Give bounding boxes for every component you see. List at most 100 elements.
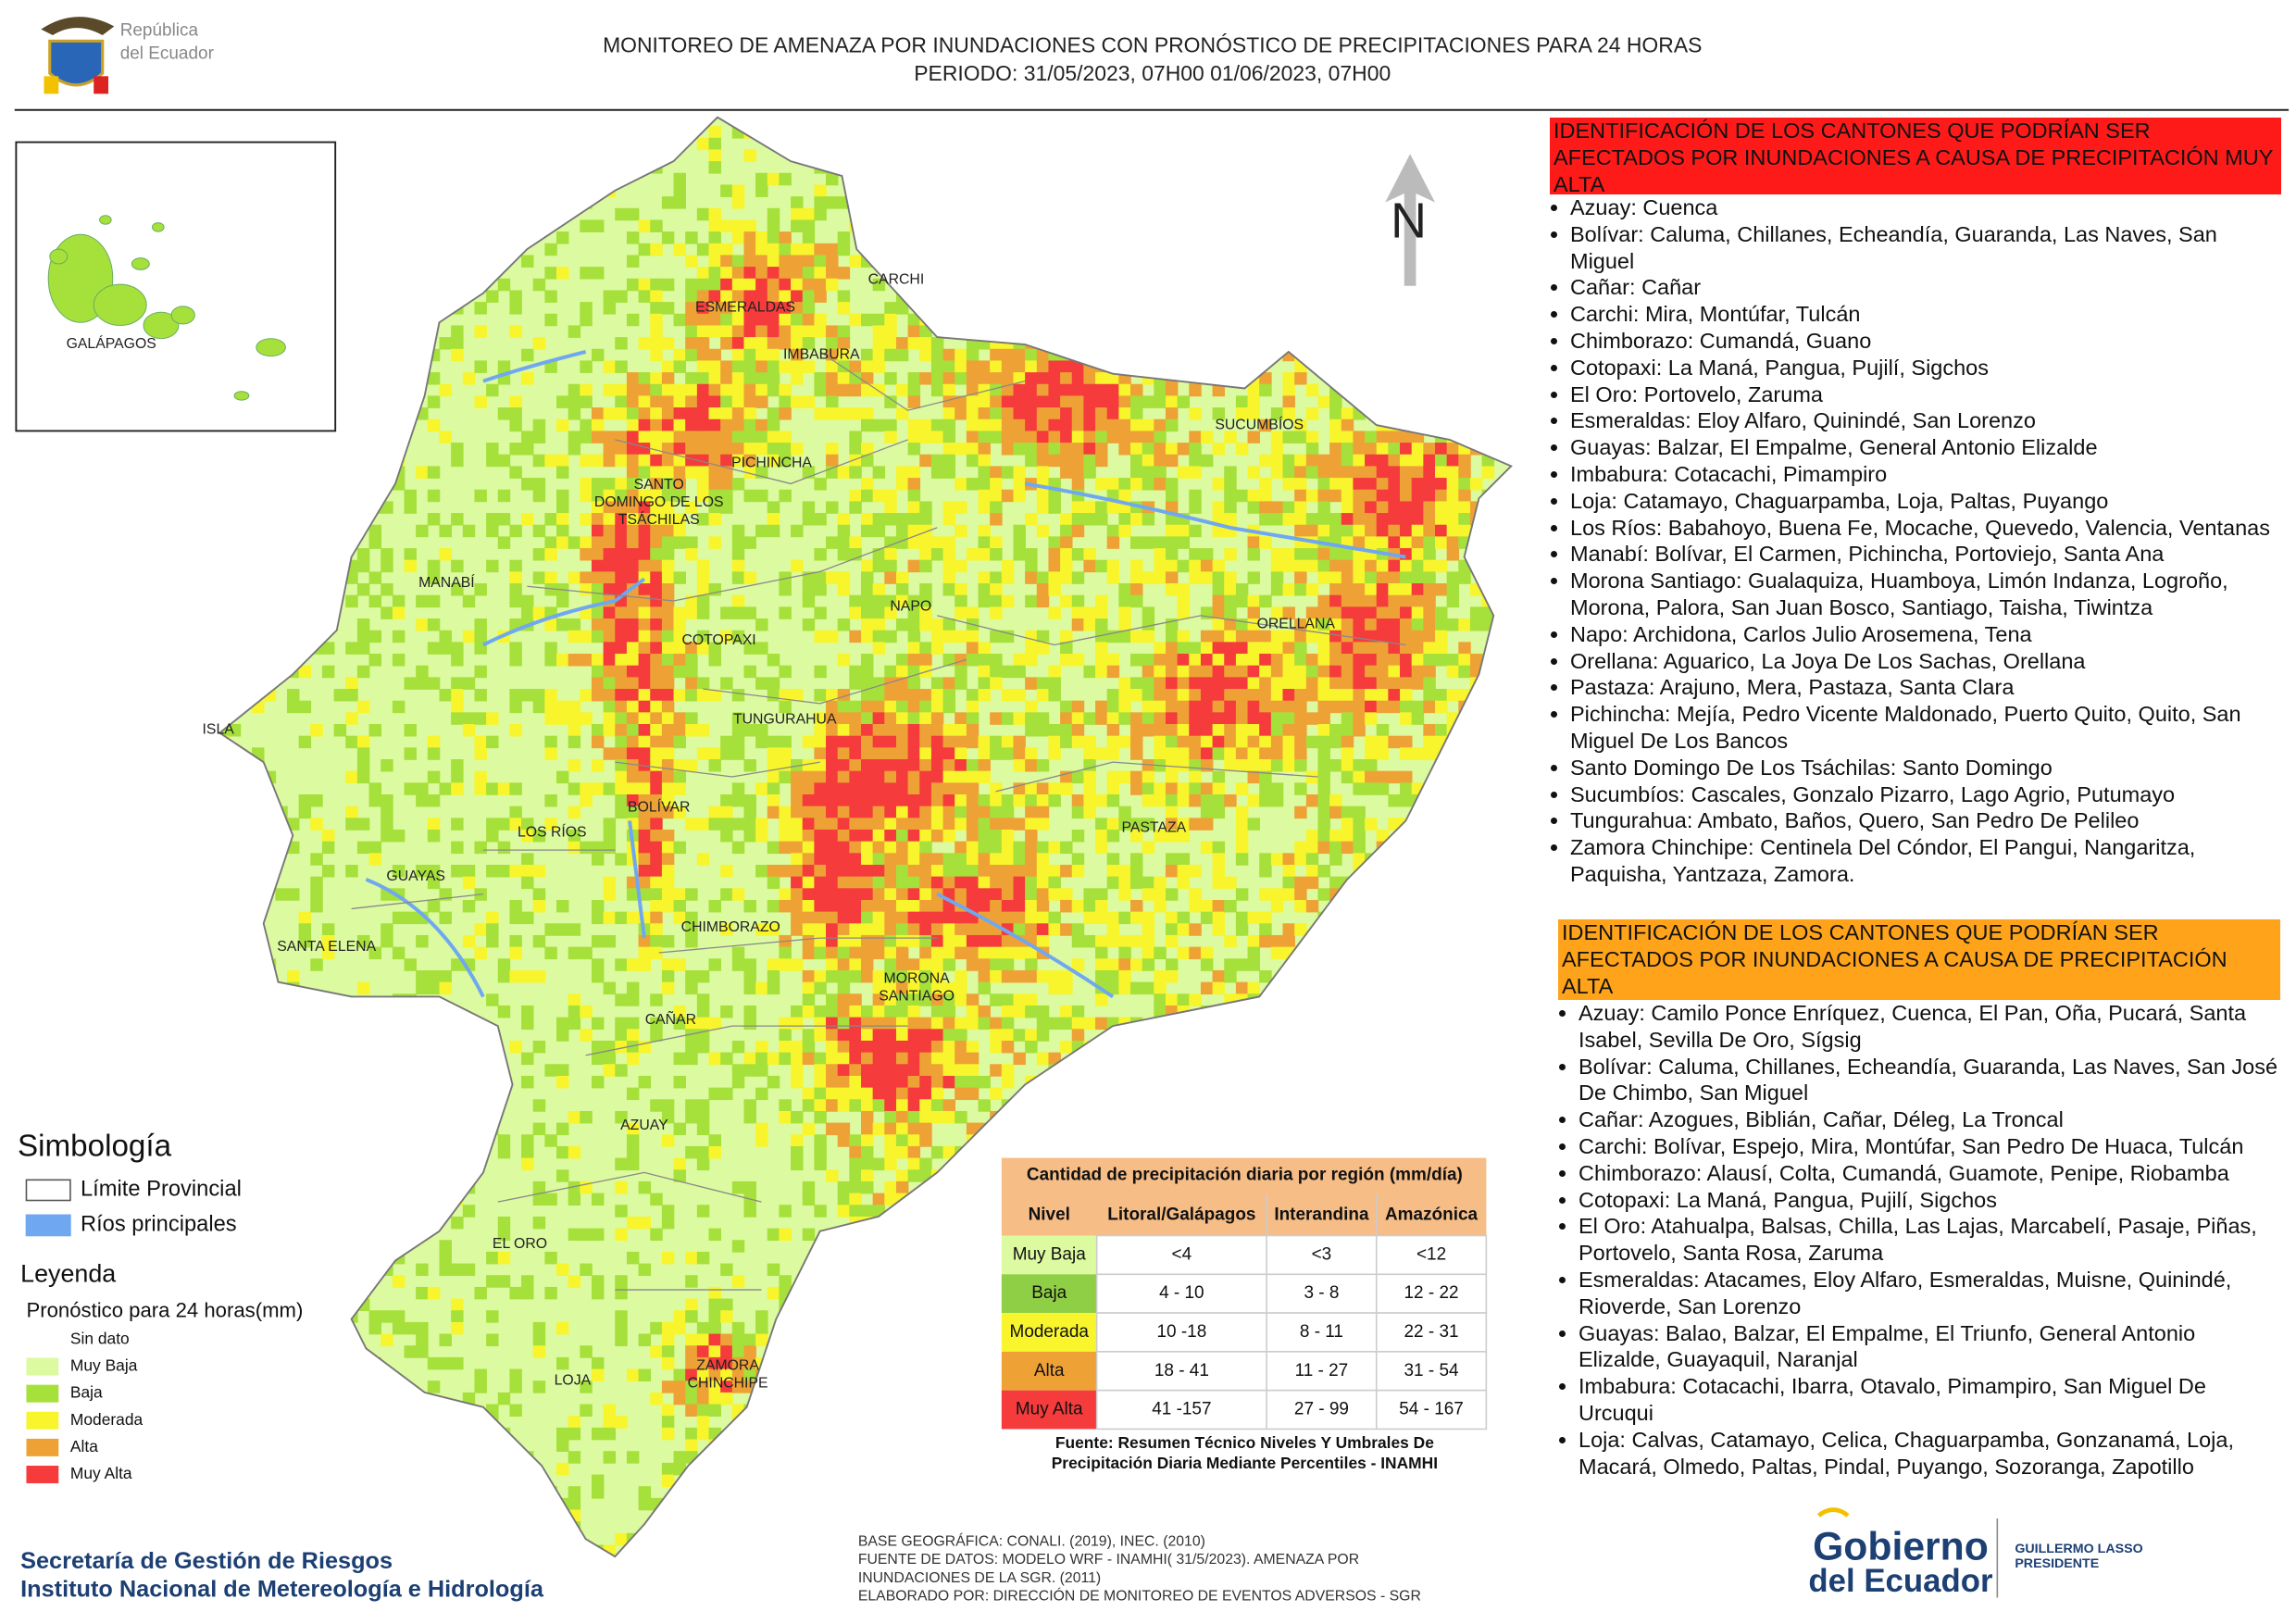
hazard-cell <box>942 501 956 514</box>
hazard-cell <box>1130 243 1143 256</box>
hazard-cell <box>1001 360 1015 373</box>
hazard-cell <box>720 466 733 479</box>
hazard-cell <box>1095 934 1108 948</box>
hazard-cell <box>615 1029 628 1042</box>
hazard-cell <box>298 1087 312 1101</box>
hazard-cell <box>1212 231 1226 244</box>
hazard-cell <box>205 1088 217 1100</box>
hazard-cell <box>895 747 909 760</box>
hazard-cell <box>708 747 721 760</box>
hazard-cell <box>696 559 710 573</box>
hazard-cell <box>1025 172 1038 186</box>
hazard-cell <box>708 689 721 702</box>
hazard-cell <box>731 418 745 432</box>
hazard-cell <box>580 313 593 327</box>
hazard-cell <box>1247 571 1260 584</box>
hazard-cell <box>310 993 323 1006</box>
hazard-cell <box>1270 630 1284 643</box>
hazard-cell <box>521 1486 534 1499</box>
hazard-cell <box>1130 654 1143 667</box>
hazard-cell <box>416 1532 429 1546</box>
hazard-cell <box>497 1145 511 1159</box>
hazard-cell <box>240 864 253 878</box>
hazard-cell <box>1083 313 1096 327</box>
hazard-cell <box>814 1157 827 1171</box>
hazard-cell <box>1106 735 1120 749</box>
hazard-cell <box>1235 981 1249 995</box>
hazard-cell <box>627 1556 639 1568</box>
hazard-cell <box>1001 196 1015 209</box>
hazard-cell <box>219 431 230 443</box>
hazard-cell <box>219 864 230 878</box>
hazard-cell <box>615 911 628 925</box>
hazard-cell <box>919 1017 932 1031</box>
hazard-cell <box>685 536 698 549</box>
hazard-cell <box>767 1427 780 1441</box>
hazard-cell <box>955 231 967 244</box>
hazard-cell <box>263 513 277 526</box>
hazard-cell <box>650 700 663 714</box>
hazard-cell <box>263 1005 277 1018</box>
hazard-cell <box>310 1017 323 1031</box>
hazard-cell <box>1095 899 1108 913</box>
hazard-cell <box>955 770 967 784</box>
hazard-cell <box>661 1251 675 1265</box>
hazard-cell <box>861 1052 874 1066</box>
hazard-cell <box>356 196 370 209</box>
hazard-cell <box>978 735 991 749</box>
hazard-cell <box>872 1275 886 1288</box>
hazard-cell <box>895 782 909 795</box>
hazard-cell <box>1189 431 1202 443</box>
hazard-cell <box>1001 1145 1015 1159</box>
hazard-cell <box>532 1216 546 1230</box>
hazard-cell <box>1189 864 1202 878</box>
hazard-cell <box>919 1263 932 1277</box>
hazard-cell <box>568 1017 581 1031</box>
hazard-cell <box>1013 818 1026 831</box>
hazard-cell <box>580 583 593 596</box>
hazard-cell <box>884 946 897 960</box>
hazard-cell <box>731 841 745 855</box>
hazard-cell <box>767 302 780 315</box>
hazard-cell <box>673 513 686 526</box>
hazard-cell <box>240 1099 253 1112</box>
hazard-cell <box>861 418 874 432</box>
hazard-cell <box>1177 443 1191 456</box>
hazard-cell <box>708 1521 721 1534</box>
hazard-cell <box>1165 665 1179 679</box>
hazard-cell <box>966 1064 980 1077</box>
hazard-cell <box>955 1509 967 1522</box>
hazard-cell <box>849 1181 862 1194</box>
hazard-cell <box>615 360 628 373</box>
hazard-cell <box>942 1298 956 1312</box>
hazard-cell <box>861 313 874 327</box>
hazard-cell <box>861 759 874 772</box>
hazard-cell <box>731 383 745 397</box>
hazard-cell <box>1130 466 1143 479</box>
hazard-cell <box>884 853 897 866</box>
hazard-cell <box>451 712 464 725</box>
hazard-cell <box>930 219 944 232</box>
hazard-cell <box>205 126 217 138</box>
hazard-cell <box>872 700 886 714</box>
hazard-cell <box>930 1075 944 1089</box>
hazard-cell <box>205 1380 217 1393</box>
hazard-cell <box>990 478 1003 491</box>
hazard-cell <box>310 1040 323 1054</box>
hazard-cell <box>416 794 429 807</box>
hazard-cell <box>650 665 663 679</box>
hazard-cell <box>1025 149 1038 162</box>
hazard-cell <box>1259 759 1272 772</box>
hazard-cell <box>907 1052 921 1066</box>
hazard-cell <box>1083 372 1096 385</box>
hazard-cell <box>966 478 980 491</box>
hazard-cell <box>1060 630 1073 643</box>
hazard-cell <box>368 1193 382 1206</box>
hazard-cell <box>849 489 862 503</box>
hazard-cell <box>837 548 851 561</box>
hazard-cell <box>638 829 652 843</box>
hazard-cell <box>1036 724 1050 737</box>
hazard-cell <box>1247 1029 1260 1042</box>
hazard-cell <box>497 407 511 420</box>
hazard-cell <box>884 1099 897 1112</box>
